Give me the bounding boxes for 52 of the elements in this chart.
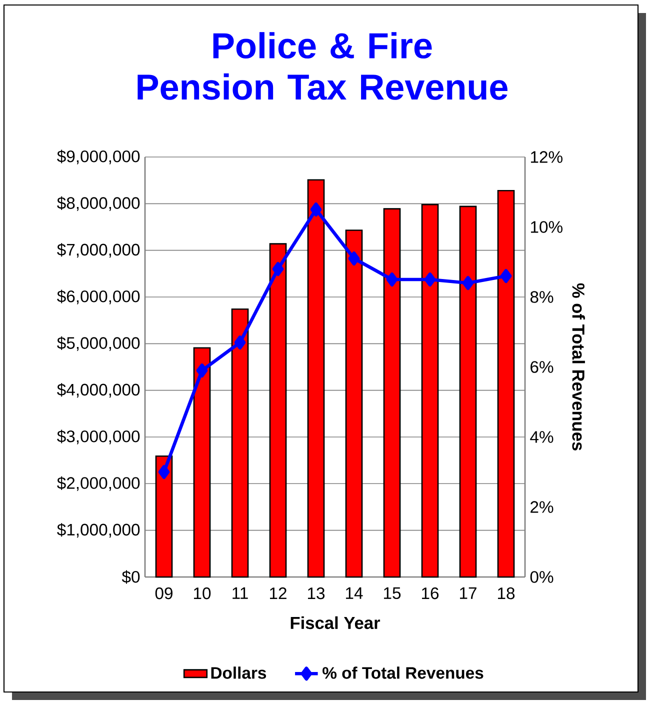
point: [310, 202, 322, 216]
x-tick-label: 18: [498, 587, 515, 600]
x-tick-label: 17: [460, 587, 476, 599]
y-tick-label: $3,000,000: [57, 430, 140, 444]
bar: [345, 230, 363, 578]
x-tick-label: 09: [155, 587, 172, 600]
y-tick-label: $7,000,000: [57, 243, 140, 258]
y-tick-label: $2,000,000: [57, 476, 140, 491]
y2-tick-label: 0%: [530, 571, 554, 583]
x-axis-title: Fiscal Year: [290, 616, 380, 630]
y-tick-label: $1,000,000: [57, 523, 140, 538]
point: [234, 335, 246, 350]
y-tick-label: $0: [122, 570, 140, 584]
point: [196, 363, 208, 378]
x-tick-label: 16: [422, 587, 439, 600]
x-tick-label: 11: [232, 587, 248, 599]
x-tick-label: 10: [194, 587, 211, 600]
legend-label: Dollars: [211, 666, 266, 679]
x-tick-label: 13: [308, 587, 325, 600]
legend-label: % of Total Revenues: [322, 666, 484, 679]
chart-title: Police & Fire Pension Tax Revenue: [138, 32, 508, 100]
bar: [383, 208, 401, 578]
point: [424, 272, 436, 286]
y-tick-label: $5,000,000: [57, 336, 140, 351]
bar: [193, 347, 211, 578]
y-tick-label: $6,000,000: [57, 290, 140, 304]
y2-tick-label: 2%: [530, 501, 554, 513]
point: [500, 268, 512, 283]
y2-tick-label: 6%: [530, 361, 554, 373]
point: [272, 262, 284, 276]
point: [462, 276, 474, 290]
point: [158, 464, 170, 479]
y2-tick-label: 8%: [530, 291, 554, 303]
bar: [155, 455, 173, 578]
y-tick-label: $4,000,000: [57, 383, 140, 398]
x-tick-label: 14: [346, 587, 363, 599]
y2-axis-title: % of Total Revenues: [572, 283, 585, 450]
bar: [307, 179, 325, 578]
x-tick-label: 15: [384, 587, 401, 600]
y2-tick-label: 12%: [530, 151, 562, 163]
x-tick-label: 12: [270, 587, 286, 600]
y-tick-label: $8,000,000: [57, 196, 140, 211]
bar: [269, 243, 287, 578]
y2-tick-label: 4%: [530, 431, 554, 443]
y2-tick-label: 10%: [530, 221, 562, 233]
bar: [231, 308, 249, 578]
y-tick-label: $9,000,000: [57, 150, 140, 164]
bar: [459, 206, 477, 578]
bar: [421, 204, 439, 578]
point: [386, 272, 398, 286]
point: [348, 251, 360, 266]
bar: [497, 190, 515, 578]
